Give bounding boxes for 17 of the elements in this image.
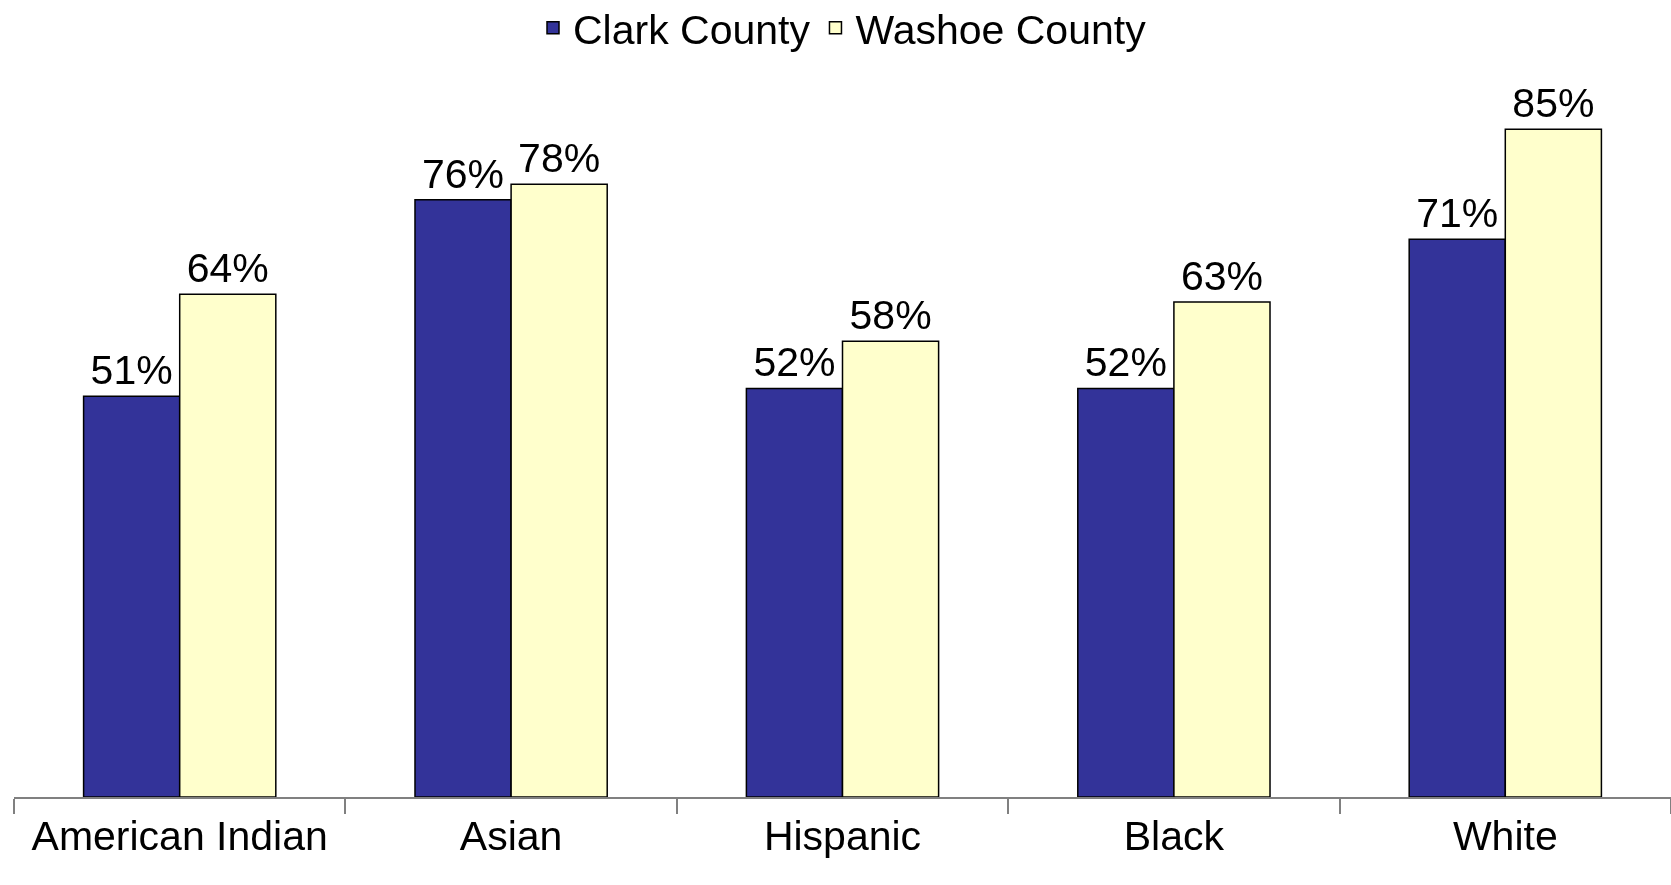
data-label: 76% (422, 150, 505, 197)
data-label: 51% (90, 347, 173, 394)
data-label: 64% (186, 245, 269, 292)
data-label: 78% (518, 135, 601, 182)
x-tick-label: Black (1123, 812, 1225, 859)
data-label: 58% (849, 292, 932, 339)
data-label: 71% (1416, 190, 1499, 237)
x-tick-label: Asian (459, 812, 563, 859)
data-label: 63% (1180, 253, 1263, 300)
data-label: 52% (1084, 339, 1167, 386)
data-label: 85% (1512, 80, 1595, 127)
data-label: 52% (753, 339, 836, 386)
legend-label: Clark County (573, 6, 811, 53)
x-tick-label: American Indian (31, 812, 328, 859)
legend-label: Washoe County (855, 6, 1147, 53)
x-tick-label: Hispanic (763, 812, 922, 859)
x-tick-label: White (1452, 812, 1558, 859)
